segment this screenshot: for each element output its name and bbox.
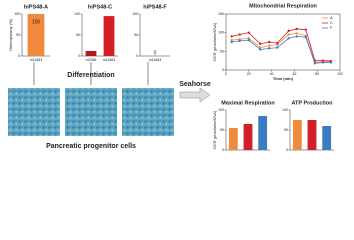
y-label: Heteroplasmy (%): [8, 18, 13, 51]
point: [329, 61, 333, 64]
point: [230, 38, 233, 42]
legend-label: C: [330, 20, 333, 25]
value-label: 0: [154, 50, 157, 56]
bar: [307, 120, 317, 150]
point: [295, 35, 298, 38]
x-tick-label: 20: [247, 72, 251, 76]
point: [238, 39, 241, 43]
point: [247, 37, 250, 40]
series-line: [231, 33, 331, 63]
point: [259, 48, 262, 51]
cell-image: [8, 88, 60, 136]
y-tick-label: 100: [218, 108, 224, 112]
point: [321, 61, 325, 64]
y-tick-label: 50: [220, 128, 224, 132]
seahorse-arrow: [179, 87, 211, 103]
point: [276, 46, 279, 49]
point: [276, 41, 279, 45]
y-tick-label: 100: [218, 31, 224, 35]
chart-title: hiPS48-F: [143, 4, 167, 10]
point: [287, 33, 290, 36]
x-tick-label: 40: [270, 72, 274, 76]
bar: [243, 124, 253, 150]
point: [247, 31, 250, 34]
series-line: [231, 35, 331, 64]
point: [295, 27, 298, 31]
legend-label: F: [330, 25, 333, 30]
point: [304, 28, 307, 31]
y-tick-label: 50: [16, 33, 20, 37]
point: [268, 40, 271, 44]
chart-title: Maximal Respiration: [221, 100, 275, 106]
chart-title: hiPS48-C: [88, 4, 112, 10]
chart-title: hiPS48-A: [24, 4, 48, 10]
point: [238, 33, 241, 36]
point: [313, 62, 317, 65]
y-tick-label: 100: [132, 12, 138, 16]
bar: [85, 50, 97, 56]
y-tick-label: 50: [284, 128, 288, 132]
point: [304, 35, 307, 39]
point: [295, 32, 298, 35]
x-tick-label: 100: [337, 72, 343, 76]
cell-image: [65, 88, 117, 136]
y-tick-label: 0: [222, 148, 224, 152]
y-tick-label: 50: [134, 33, 138, 37]
x-tick-label: m11663: [103, 58, 115, 62]
chart-title: Mitochondrial Respiration: [249, 3, 317, 9]
point: [247, 38, 250, 42]
chart-title: ATP Production: [291, 100, 333, 106]
label: Seahorse: [179, 81, 211, 88]
bar: [258, 116, 268, 150]
label: Pancreatic progenitor cells: [46, 143, 136, 150]
arrows: [33, 62, 149, 85]
x-tick-label: m2366: [86, 58, 97, 62]
cell-image: [122, 88, 174, 136]
y-tick-label: 0: [18, 54, 20, 58]
y-tick-label: 100: [74, 12, 80, 16]
label: Differentiation: [67, 72, 114, 79]
point: [230, 35, 233, 38]
y-label: OCR (pmol/min/DNA): [212, 110, 217, 149]
x-tick-label: m11663: [30, 58, 42, 62]
point: [230, 40, 233, 44]
point: [287, 37, 290, 40]
y-label: OCR (pmol/min/DNA): [212, 22, 217, 61]
bar: [292, 120, 302, 150]
x-label: Time (min): [273, 76, 294, 81]
series-line: [231, 28, 331, 62]
plot-frame: [225, 13, 341, 71]
y-tick-label: 100: [282, 108, 288, 112]
x-tick-label: m11663: [149, 58, 161, 62]
y-tick-label: 50: [76, 33, 80, 37]
bar: [103, 16, 115, 57]
y-tick-label: 0: [222, 68, 224, 72]
x-tick-label: 80: [315, 72, 319, 76]
bar: [27, 14, 45, 56]
value-label: 100: [32, 19, 41, 25]
y-tick-label: 0: [78, 54, 80, 58]
x-tick-label: 0: [225, 72, 227, 76]
point: [287, 29, 290, 32]
figure: Differentiation Seahorse Pancreatic prog…: [8, 3, 343, 152]
images: [8, 88, 174, 136]
bar: [322, 126, 332, 150]
point: [259, 42, 262, 46]
point: [268, 47, 271, 50]
y-tick-label: 0: [136, 54, 138, 58]
point: [268, 44, 271, 47]
legend-label: A: [330, 15, 333, 20]
point: [321, 59, 325, 62]
bar: [228, 128, 238, 150]
y-tick-label: 100: [14, 12, 20, 16]
y-tick-label: 0: [286, 148, 288, 152]
point: [259, 46, 262, 49]
y-tick-label: 150: [218, 12, 224, 16]
y-tick-label: 50: [220, 49, 224, 53]
x-tick-label: 60: [292, 72, 296, 76]
